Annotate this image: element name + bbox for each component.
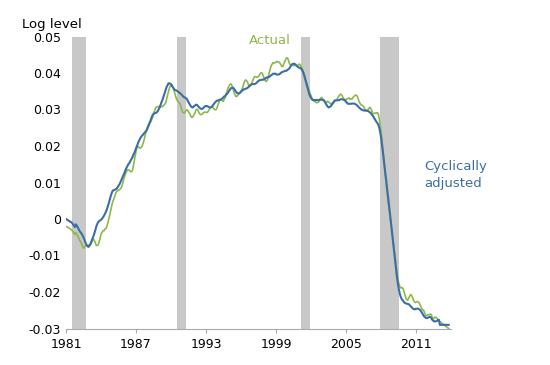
Text: Actual: Actual — [249, 34, 291, 47]
Bar — [72, 36, 86, 328]
Bar — [300, 36, 310, 328]
Text: Cyclically
adjusted: Cyclically adjusted — [424, 160, 487, 190]
Bar — [177, 36, 185, 328]
Bar — [380, 36, 399, 328]
Text: Log level: Log level — [22, 18, 81, 31]
